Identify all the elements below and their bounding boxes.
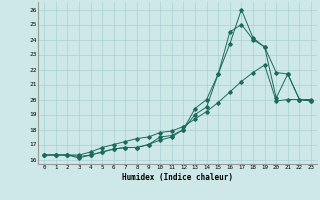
X-axis label: Humidex (Indice chaleur): Humidex (Indice chaleur): [122, 173, 233, 182]
